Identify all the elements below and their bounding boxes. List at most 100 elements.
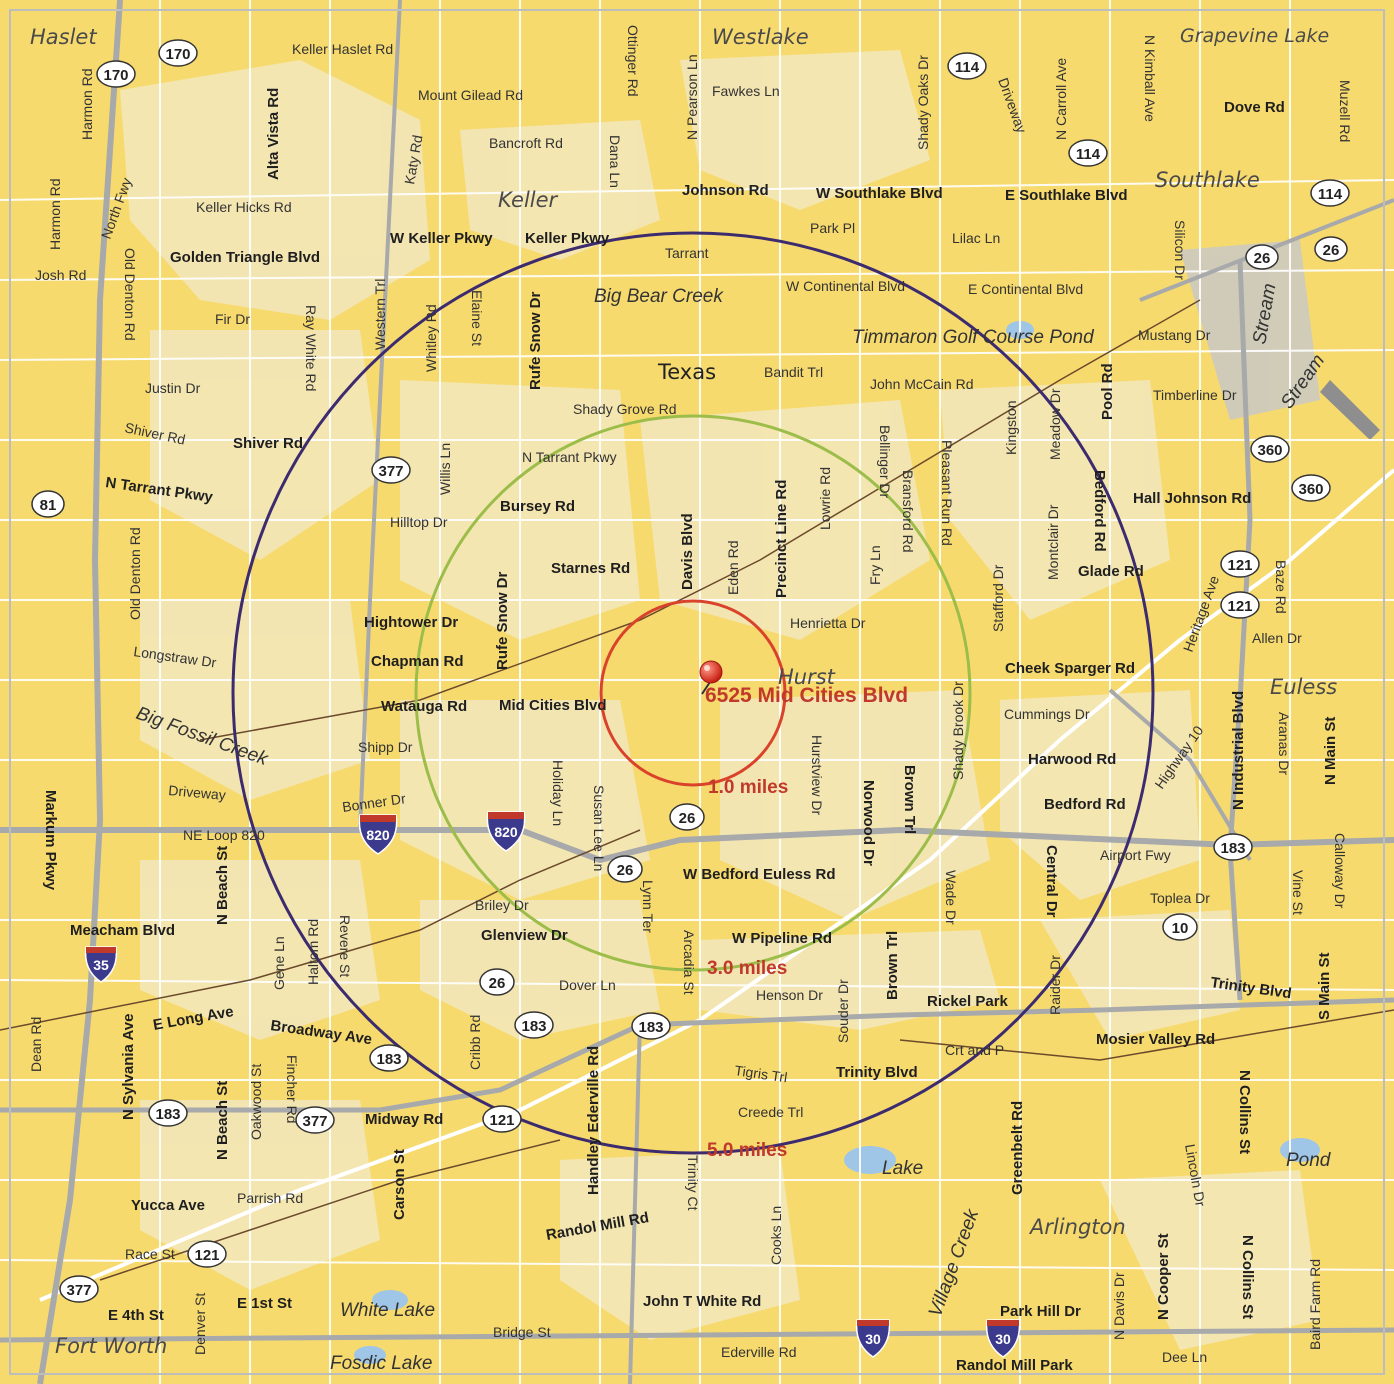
ring-label-5-miles: 5.0 miles — [707, 1140, 787, 1161]
street-label: N Industrial Blvd — [1230, 691, 1247, 810]
street-label: Muzell Rd — [1337, 80, 1353, 142]
route-shields: 170 170 114 114 114 26 26 360 360 377 81… — [31, 39, 1350, 1303]
street-label: Trinity Blvd — [836, 1064, 918, 1081]
place-label: Haslet — [30, 25, 97, 49]
svg-text:30: 30 — [865, 1331, 881, 1347]
street-label: Bancroft Rd — [489, 135, 563, 151]
water-label: White Lake — [340, 1300, 435, 1321]
street-label: Souder Dr — [835, 979, 851, 1043]
street-label: Stafford Dr — [990, 564, 1006, 632]
street-label: Mid Cities Blvd — [499, 697, 607, 714]
route-shield: 121 — [187, 1240, 227, 1268]
street-label: Justin Dr — [145, 380, 201, 396]
water-features — [354, 321, 1380, 1364]
street-label: Hall Johnson Rd — [1133, 490, 1251, 507]
radius-ring-1-mile — [599, 599, 787, 787]
svg-text:170: 170 — [165, 46, 190, 63]
street-label: Hightower Dr — [364, 614, 458, 631]
street-label: E 4th St — [108, 1307, 164, 1324]
street-label: Rufe Snow Dr — [494, 572, 511, 670]
street-label: Chapman Rd — [371, 653, 464, 670]
route-shield: 377 — [59, 1275, 99, 1303]
street-label: Shiver Rd — [233, 435, 303, 452]
svg-text:26: 26 — [1323, 242, 1340, 259]
street-label: Harmon Rd — [79, 68, 95, 140]
street-label: Dean Rd — [28, 1017, 44, 1072]
street-label: N Beach St — [214, 1081, 231, 1160]
svg-text:26: 26 — [489, 975, 506, 992]
svg-text:820: 820 — [494, 824, 518, 840]
street-label: Midway Rd — [365, 1111, 443, 1128]
street-label: Bursey Rd — [500, 498, 575, 515]
svg-text:35: 35 — [93, 957, 109, 973]
street-label: Alta Vista Rd — [265, 88, 282, 180]
svg-text:820: 820 — [366, 827, 390, 843]
street-label: Randol Mill Park — [956, 1357, 1073, 1374]
route-shield: 26 — [607, 855, 643, 883]
route-shield: 114 — [947, 52, 987, 80]
street-label: Keller Pkwy — [525, 230, 610, 247]
street-label: E Continental Blvd — [968, 281, 1083, 297]
svg-text:10: 10 — [1172, 920, 1189, 937]
street-label: Lynn Ter — [640, 880, 656, 933]
interstate-shield: 35 — [84, 946, 118, 983]
svg-text:114: 114 — [1318, 186, 1343, 203]
route-shield: 26 — [1314, 236, 1348, 262]
street-label: Rufe Snow Dr — [527, 292, 544, 390]
street-label: Oakwood St — [248, 1064, 264, 1140]
street-label: Revere St — [337, 915, 353, 977]
place-label: Arlington — [1028, 1215, 1126, 1239]
route-shield: 121 — [482, 1105, 522, 1133]
street-label: Eden Rd — [725, 541, 741, 595]
interstate-shield: 820 — [358, 814, 398, 855]
marker-address-label: 6525 Mid Cities Blvd — [705, 684, 908, 707]
street-label: Shady Oaks Dr — [915, 55, 931, 150]
route-shield: 10 — [1162, 913, 1198, 941]
street-label: Tigris Trl — [734, 1062, 789, 1085]
route-shield: 170 — [158, 39, 198, 67]
street-label: N Davis Dr — [1111, 1272, 1127, 1340]
street-label: Dover Ln — [559, 977, 616, 993]
street-label: N Sylvania Ave — [120, 1014, 137, 1120]
street-label: Keller Hicks Rd — [196, 199, 292, 215]
water-label: Timmaron Golf Course Pond — [852, 327, 1095, 348]
svg-text:26: 26 — [617, 862, 634, 879]
svg-text:183: 183 — [521, 1018, 546, 1035]
route-shield: 183 — [1213, 833, 1253, 861]
interstate-shield: 820 — [486, 811, 526, 852]
location-marker[interactable] — [699, 660, 723, 695]
radius-ring-3-miles — [414, 414, 972, 972]
street-label: Henson Dr — [756, 987, 823, 1003]
street-label: Parrish Rd — [237, 1190, 303, 1206]
street-label: Fawkes Ln — [712, 83, 780, 99]
street-label: Raider Dr — [1047, 955, 1063, 1015]
water-label: Lake — [882, 1158, 923, 1179]
street-label: Josh Rd — [35, 267, 86, 283]
street-label: N Cooper St — [1155, 1233, 1172, 1320]
street-label: John McCain Rd — [870, 376, 974, 392]
street-label: Hurstview Dr — [809, 735, 825, 815]
street-label: Bellinger Dr — [877, 425, 893, 498]
street-label: John T White Rd — [643, 1293, 761, 1310]
street-label: Vine St — [1290, 870, 1306, 915]
route-shield: 114 — [1068, 139, 1108, 167]
street-label: Park Hill Dr — [1000, 1303, 1081, 1320]
street-label: Lilac Ln — [952, 230, 1000, 246]
street-label: Fir Dr — [215, 311, 250, 327]
street-label: Crt and P — [945, 1042, 1004, 1058]
street-label: Western Trl — [372, 279, 388, 350]
route-shield: 114 — [1310, 179, 1350, 207]
street-label: W Pipeline Rd — [732, 930, 832, 947]
street-label: Wade Dr — [943, 870, 959, 925]
route-shield: 183 — [369, 1044, 409, 1072]
water-label: Pond — [1286, 1150, 1332, 1171]
route-shield: 121 — [1220, 591, 1260, 619]
street-label: Silicon Dr — [1172, 220, 1188, 280]
street-label: Bridge St — [493, 1324, 551, 1340]
street-label: Mustang Dr — [1138, 327, 1211, 343]
street-label: Baze Rd — [1273, 560, 1289, 614]
street-label: Keller Haslet Rd — [292, 41, 393, 57]
street-label: Trinity Ct — [685, 1155, 701, 1211]
